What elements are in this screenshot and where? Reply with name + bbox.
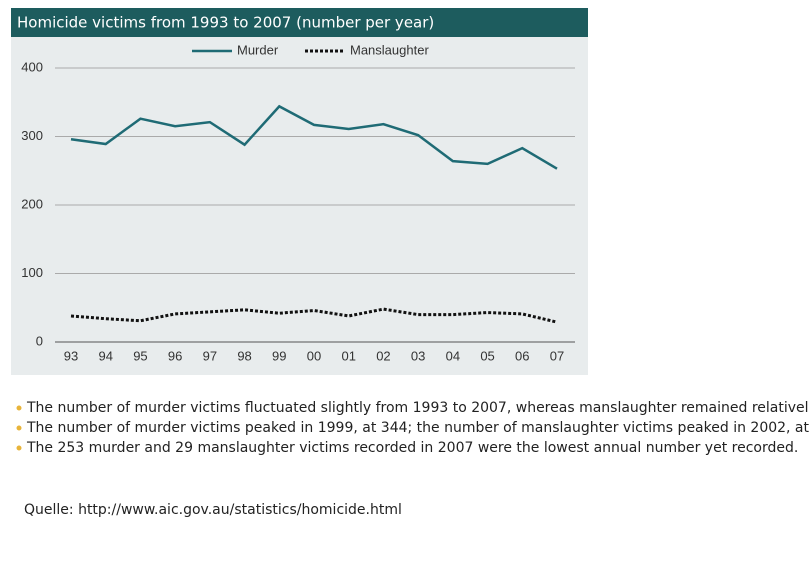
x-tick-label: 01: [341, 348, 355, 363]
x-tick-label: 96: [168, 348, 182, 363]
y-tick-label: 100: [21, 265, 43, 280]
x-tick-label: 97: [203, 348, 217, 363]
y-tick-label: 0: [36, 333, 43, 348]
x-tick-label: 95: [133, 348, 147, 363]
x-tick-label: 00: [307, 348, 321, 363]
chart-title: Homicide victims from 1993 to 2007 (numb…: [17, 14, 434, 32]
y-tick-label: 200: [21, 196, 43, 211]
source: Quelle: http://www.aic.gov.au/statistics…: [24, 502, 402, 518]
chart-panel: [11, 8, 588, 375]
x-tick-label: 98: [237, 348, 251, 363]
x-tick-label: 07: [550, 348, 564, 363]
legend-label: Manslaughter: [350, 42, 429, 57]
bullet: [16, 445, 22, 451]
x-tick-label: 94: [98, 348, 112, 363]
x-tick-label: 06: [515, 348, 529, 363]
note: The number of murder victims fluctuated …: [26, 400, 809, 416]
title-bar: [11, 8, 588, 37]
line: [70, 104, 558, 170]
notes: The number of murder victims fluctuated …: [16, 400, 809, 456]
y-tick-label: 400: [21, 59, 43, 74]
x-tick-label: 93: [64, 348, 78, 363]
x-tick-label: 04: [446, 348, 460, 363]
y-tick-label: 300: [21, 128, 43, 143]
line: [70, 307, 558, 324]
x-tick-label: 99: [272, 348, 286, 363]
bullet: [16, 405, 22, 411]
note: The 253 murder and 29 manslaughter victi…: [26, 440, 798, 456]
x-tick-label: 03: [411, 348, 425, 363]
x-tick-label: 05: [480, 348, 494, 363]
note: The number of murder victims peaked in 1…: [26, 420, 809, 436]
legend-label: Murder: [237, 42, 279, 57]
x-tick-label: 02: [376, 348, 390, 363]
bullet: [16, 425, 22, 431]
